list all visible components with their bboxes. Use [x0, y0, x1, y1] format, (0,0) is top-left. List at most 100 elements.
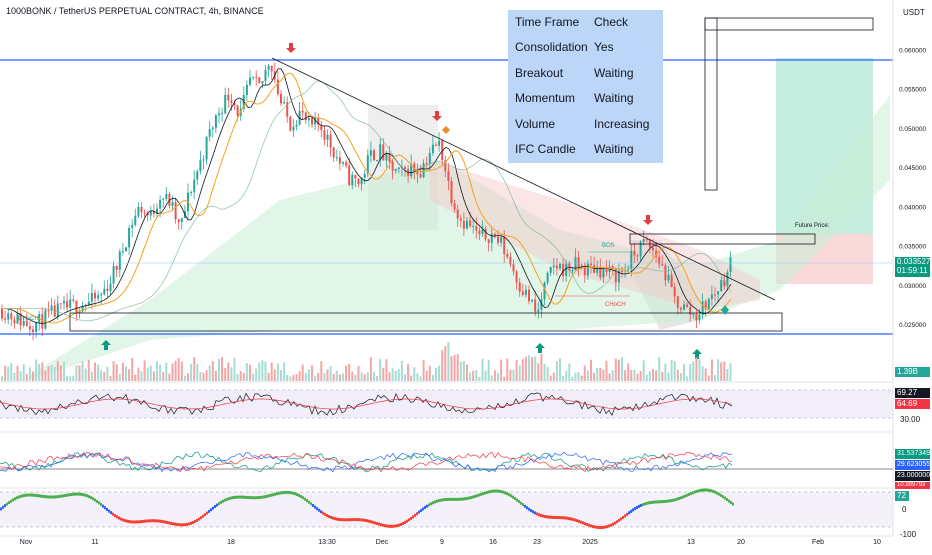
oscillator-dot: [562, 516, 564, 520]
time-tick-label: 13: [687, 539, 695, 546]
oscillator-dot: [162, 520, 164, 524]
volume-bar: [686, 376, 689, 381]
volume-bar: [109, 376, 112, 381]
candle-body: [72, 299, 75, 301]
candle-body: [720, 279, 723, 292]
oscillator-tag: 72: [895, 491, 909, 501]
currency-label[interactable]: USDT: [903, 8, 925, 17]
volume-bar: [224, 367, 227, 381]
oscillator-dot: [648, 501, 650, 505]
candle-body: [295, 124, 298, 127]
dmi-minus-tag: 29.623055: [895, 460, 931, 470]
oscillator-dot: [56, 495, 58, 499]
oscillator-dot: [480, 492, 482, 496]
drawings[interactable]: BOS CHoCH CHoCH Future Price:: [0, 17, 893, 359]
dmi-level-tag: 23.000000: [895, 471, 931, 481]
volume-bar: [218, 358, 220, 381]
oscillator-dot: [646, 501, 648, 505]
oscillator-dot: [680, 496, 682, 500]
oscillator-dot: [174, 522, 176, 526]
status-value: Waiting: [594, 66, 634, 80]
oscillator-dot: [368, 519, 370, 523]
oscillator-dot: [314, 505, 316, 509]
volume-bar: [515, 359, 518, 381]
status-label: Consolidation: [515, 40, 588, 54]
volume-bar: [447, 342, 450, 381]
candle-body: [109, 283, 112, 292]
oscillator-dot: [556, 516, 558, 520]
dmi-line: [0, 451, 733, 473]
candle-body: [475, 226, 478, 231]
rsi-ma-line: [0, 398, 733, 410]
diamond-signal-icon: [442, 126, 450, 134]
volume-bar: [137, 367, 140, 381]
oscillator-dot: [102, 504, 104, 508]
volume-bar: [332, 374, 335, 381]
candle-body: [7, 313, 10, 320]
volume-bar: [128, 369, 131, 381]
oscillator-dot: [62, 494, 64, 498]
oscillator-dot: [446, 497, 448, 501]
candle-body: [323, 130, 326, 140]
oscillator-dot: [478, 493, 480, 497]
candle-body: [314, 117, 317, 125]
candle-body: [717, 291, 720, 295]
oscillator-dot: [8, 501, 10, 505]
candle-body: [131, 224, 134, 228]
oscillator-dot: [452, 497, 454, 501]
candle-body: [171, 202, 174, 206]
oscillator-dot: [712, 489, 714, 493]
time-tick-label: 18: [227, 539, 235, 546]
oscillator-dot: [594, 525, 596, 529]
candle-body: [586, 263, 589, 276]
oscillator-dot: [442, 498, 444, 502]
oscillator-dot: [244, 495, 246, 499]
candle-body: [351, 174, 354, 186]
oscillator-dot: [108, 509, 110, 513]
candle-body: [94, 292, 96, 299]
oscillator-dot: [374, 521, 376, 525]
volume-bar: [326, 369, 329, 381]
oscillator-dot: [414, 513, 416, 517]
oscillator-dot: [326, 514, 328, 518]
volume-bar: [348, 363, 351, 381]
oscillator-dot: [344, 518, 346, 522]
volume-bar: [568, 363, 571, 381]
candle-body: [75, 300, 78, 314]
candle-body: [645, 239, 648, 241]
candle-body: [137, 206, 140, 216]
oscillator-dot: [168, 521, 170, 525]
candle-body: [255, 76, 258, 78]
oscillator-dot: [618, 518, 620, 522]
candle-body: [41, 314, 44, 329]
oscillator-dot: [718, 492, 720, 496]
candle-body: [22, 320, 25, 326]
volume-bar: [475, 370, 478, 381]
candle-body: [512, 264, 515, 272]
oscillator-dot: [140, 520, 142, 524]
oscillator-dot: [644, 502, 646, 506]
candle-body: [317, 117, 320, 125]
volume-bar: [118, 374, 121, 381]
candle-body: [574, 257, 577, 271]
oscillator-dot: [524, 504, 526, 508]
oscillator-dot: [588, 523, 590, 527]
oscillator-dot: [254, 496, 256, 500]
oscillator-dot: [182, 523, 184, 527]
volume-bar: [667, 372, 670, 381]
volume-bar: [146, 367, 149, 381]
candle-body: [472, 226, 475, 228]
oscillator-dot: [160, 519, 162, 523]
candle-body: [304, 112, 307, 121]
oscillator-dot: [258, 496, 260, 500]
oscillator-dot: [192, 520, 194, 524]
volume-bar: [422, 360, 425, 381]
oscillator-dot: [66, 493, 68, 497]
candle-body: [679, 307, 682, 310]
volume-bar: [255, 368, 258, 381]
candle-body: [633, 251, 636, 256]
candle-body: [466, 220, 468, 229]
candle-body: [301, 110, 304, 113]
